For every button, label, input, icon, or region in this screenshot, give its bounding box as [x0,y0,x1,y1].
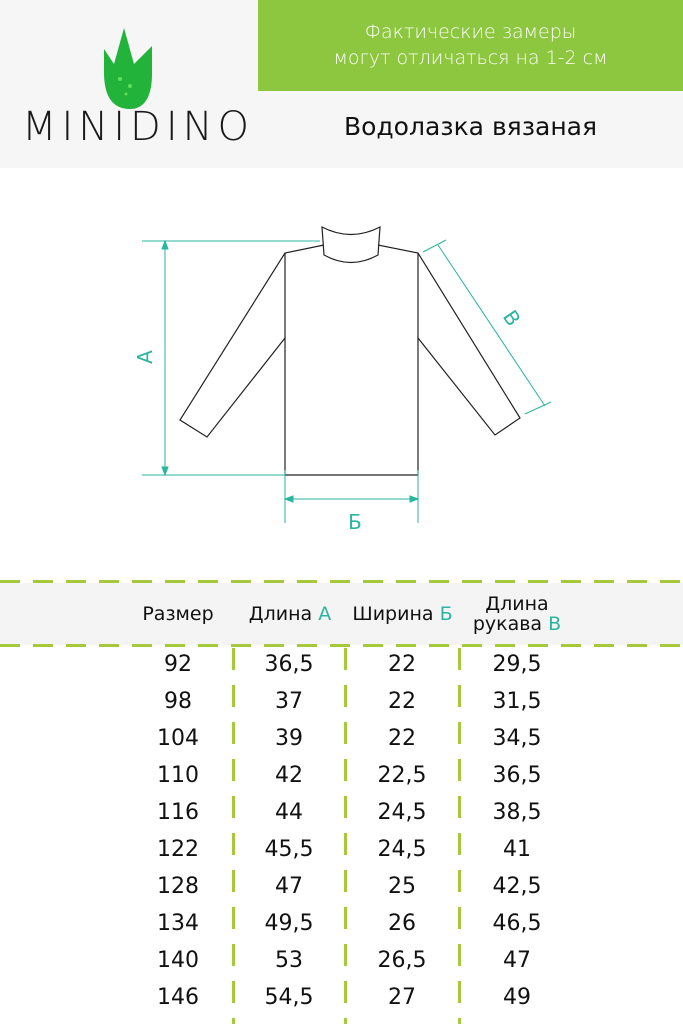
table-cell: 46,5 [492,911,542,936]
table-cell: 54,5 [264,985,314,1010]
table-cell: 22 [388,689,416,714]
table-cell: 22 [388,726,416,751]
table-cell: 47 [275,874,303,899]
table-cell: 22 [388,652,416,677]
header-sleeve: Длина рукава В [472,593,562,635]
table-cell: 31,5 [492,689,542,714]
table-cell: 27 [388,985,416,1010]
header-length: Длина А [248,603,332,625]
table-cell: 128 [157,874,199,899]
header-width: Ширина Б [352,603,453,625]
header: MINIDINO Фактические замеры могут отлича… [0,0,683,168]
table-row: 146 54,5 27 49 [0,985,683,1022]
table-cell: 41 [503,837,531,862]
label-v: В [498,306,526,331]
table-cell: 146 [157,985,199,1010]
column-separator [344,648,347,1024]
table-cell: 25 [388,874,416,899]
notice-banner: Фактические замеры могут отличаться на 1… [258,0,683,91]
table-cell: 116 [157,800,199,825]
table-cell: 49 [503,985,531,1010]
column-separator [458,648,461,1024]
notice-line-2: могут отличаться на 1-2 см [333,47,608,69]
table-cell: 134 [157,911,199,936]
table-cell: 36,5 [264,652,314,677]
table-row: 92 36,5 22 29,5 [0,652,683,689]
table-cell: 34,5 [492,726,542,751]
table-cell: 104 [157,726,199,751]
turtleneck-outline [179,225,521,476]
leaf-logo-icon [104,28,152,109]
table-cell: 110 [157,763,199,788]
table-cell: 42,5 [492,874,542,899]
table-cell: 36,5 [492,763,542,788]
table-row: 128 47 25 42,5 [0,874,683,911]
table-row: 98 37 22 31,5 [0,689,683,726]
table-row: 104 39 22 34,5 [0,726,683,763]
notice-line-1: Фактические замеры [364,21,577,43]
table-cell: 44 [275,800,303,825]
table-cell: 47 [503,948,531,973]
table-row: 116 44 24,5 38,5 [0,800,683,837]
product-title: Водолазка вязаная [343,112,598,141]
table-cell: 24,5 [377,837,427,862]
table-cell: 26,5 [377,948,427,973]
table-header: Размер Длина А Ширина Б Длина рукава В [0,583,683,645]
table-cell: 140 [157,948,199,973]
divider [0,644,683,647]
table-cell: 53 [275,948,303,973]
table-cell: 98 [164,689,192,714]
header-size: Размер [142,603,214,625]
table-cell: 49,5 [264,911,314,936]
table-cell: 37 [275,689,303,714]
table-cell: 38,5 [492,800,542,825]
label-b: Б [348,510,362,534]
table-cell: 45,5 [264,837,314,862]
table-cell: 42 [275,763,303,788]
table-cell: 22,5 [377,763,427,788]
table-row: 134 49,5 26 46,5 [0,911,683,948]
table-cell: 26 [388,911,416,936]
column-separator [232,648,235,1024]
table-row: 110 42 22,5 36,5 [0,763,683,800]
brand-name: MINIDINO [22,104,255,150]
table-cell: 24,5 [377,800,427,825]
table-cell: 39 [275,726,303,751]
garment-diagram: А Б В [133,225,552,534]
table-row: 122 45,5 24,5 41 [0,837,683,874]
label-a: А [133,350,157,364]
divider [0,580,683,583]
table-cell: 29,5 [492,652,542,677]
table-cell: 122 [157,837,199,862]
table-row: 140 53 26,5 47 [0,948,683,985]
table-cell: 92 [164,652,192,677]
